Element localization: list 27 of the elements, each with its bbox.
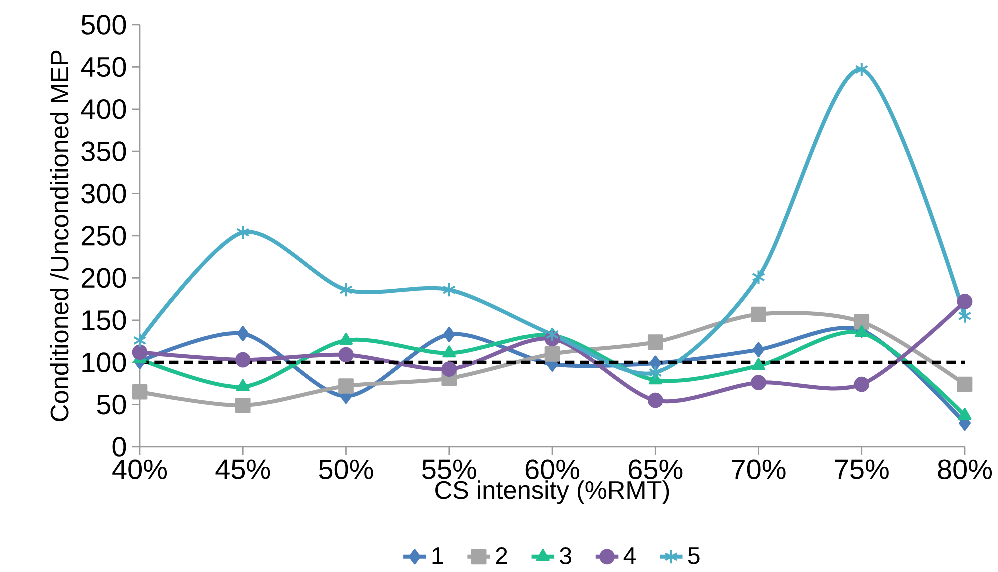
legend-label: 5 [688, 548, 700, 565]
x-tick-label: 65% [629, 460, 683, 480]
x-axis-title: CS intensity (%RMT) [436, 480, 670, 504]
y-axis-title: Conditioned /Unconditioned MEP [50, 51, 69, 422]
y-tick-label: 100 [82, 352, 126, 373]
legend-label: 4 [624, 548, 636, 564]
x-tick-label: 45% [216, 460, 270, 480]
y-tick-label: 500 [82, 15, 126, 36]
x-tick-label: 60% [526, 460, 580, 480]
y-tick-label: 350 [82, 142, 126, 162]
y-tick-label: 450 [81, 57, 126, 78]
y-tick-label: 300 [82, 184, 126, 204]
y-tick-label: 0 [112, 437, 126, 458]
y-tick-label: 200 [82, 268, 126, 288]
legend-label: 3 [560, 548, 572, 565]
x-tick-label: 75% [835, 460, 889, 480]
x-tick-label: 70% [732, 460, 786, 480]
legend-label: 1 [432, 548, 444, 564]
y-tick-label: 400 [81, 100, 126, 120]
x-tick-label: 80% [938, 460, 992, 480]
y-tick-label: 250 [82, 226, 126, 246]
legend-label: 2 [496, 548, 508, 564]
x-tick-label: 40% [112, 460, 168, 480]
y-tick-label: 150 [82, 310, 126, 330]
x-tick-label: 50% [319, 460, 374, 480]
x-tick-label: 55% [422, 460, 476, 480]
y-tick-label: 50 [97, 395, 126, 415]
